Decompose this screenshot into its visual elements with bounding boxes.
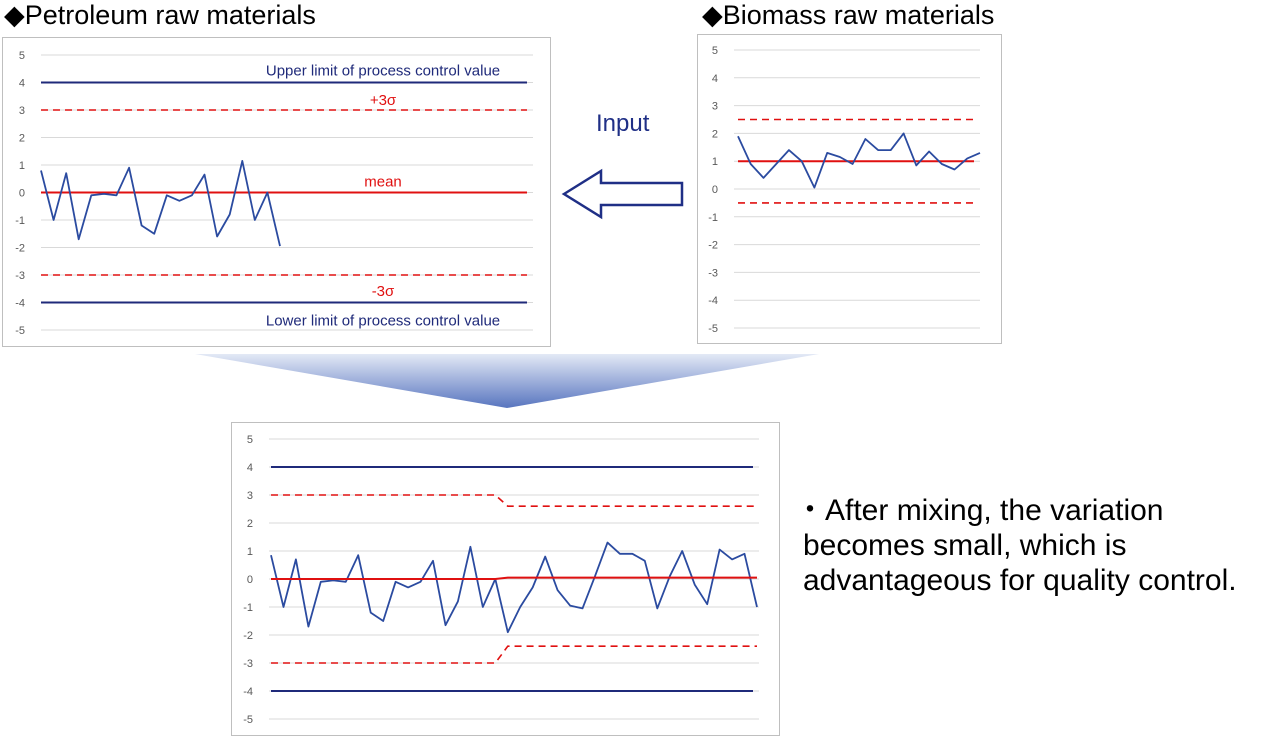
- y-tick-label: -5: [15, 325, 25, 337]
- y-tick-label: 4: [247, 462, 253, 474]
- note-line-2: becomes small, which is: [803, 529, 1127, 562]
- petroleum-control-chart: 5 4 3 2 1 0 -1 -2 -3 -4 -5 Upper limit of process c…: [15, 50, 533, 337]
- biomass-control-chart: 5 4 3 2 1 0 -1 -2 -3 -4 -5: [708, 45, 981, 335]
- y-tick-label: 2: [712, 128, 718, 140]
- y-tick-label: 1: [247, 546, 253, 558]
- data-series-line: [270, 541, 758, 634]
- minus-3-sigma-label: -3σ: [372, 283, 395, 300]
- y-tick-label: 5: [712, 45, 718, 57]
- y-tick-label: -1: [708, 212, 718, 224]
- data-series-line: [40, 160, 281, 247]
- y-tick-label: 2: [19, 133, 25, 145]
- y-tick-label: -3: [243, 658, 253, 670]
- input-arrow-icon: [561, 168, 684, 220]
- mixing-funnel-shape: [195, 354, 819, 408]
- conclusion-note: ・After mixing, the variation becomes sma…: [795, 493, 1237, 598]
- y-tick-label: -1: [243, 602, 253, 614]
- petroleum-heading: ◆Petroleum raw materials: [4, 0, 316, 30]
- y-tick-label: -4: [243, 686, 253, 698]
- y-tick-label: -4: [708, 295, 718, 307]
- y-tick-label: 2: [247, 518, 253, 530]
- minus-3-sigma-line: [271, 645, 757, 664]
- biomass-chart-panel: 5 4 3 2 1 0 -1 -2 -3 -4 -5: [697, 34, 1002, 344]
- y-tick-label: 3: [712, 101, 718, 113]
- plus-3-sigma-line: [271, 494, 757, 507]
- y-tick-label: -2: [243, 630, 253, 642]
- upper-limit-label: Upper limit of process control value: [266, 63, 500, 80]
- y-tick-label: 5: [19, 50, 25, 62]
- mean-line: [271, 576, 757, 580]
- y-tick-label: 3: [247, 490, 253, 502]
- y-tick-label: 0: [19, 188, 25, 200]
- mixed-chart-panel: 5 4 3 2 1 0 -1 -2 -3 -4 -5: [231, 422, 780, 736]
- mean-label: mean: [364, 174, 402, 191]
- y-tick-label: -5: [243, 714, 253, 726]
- note-line-3: advantageous for quality control.: [803, 564, 1237, 597]
- lower-limit-label: Lower limit of process control value: [266, 313, 500, 330]
- mixed-control-chart: 5 4 3 2 1 0 -1 -2 -3 -4 -5: [243, 434, 759, 726]
- y-tick-label: 1: [19, 160, 25, 172]
- data-series-line: [737, 132, 981, 189]
- plus-3-sigma-label: +3σ: [370, 92, 397, 109]
- y-tick-label: 1: [712, 156, 718, 168]
- petroleum-chart-panel: 5 4 3 2 1 0 -1 -2 -3 -4 -5 Upper limit of process c…: [2, 37, 551, 347]
- note-line-1: ・After mixing, the variation: [795, 494, 1164, 527]
- y-tick-label: -5: [708, 323, 718, 335]
- y-tick-label: -2: [15, 243, 25, 255]
- y-tick-label: -3: [708, 267, 718, 279]
- y-tick-label: 5: [247, 434, 253, 446]
- y-tick-label: -4: [15, 298, 25, 310]
- y-tick-label: 4: [712, 73, 718, 85]
- y-tick-label: -2: [708, 240, 718, 252]
- input-label: Input: [596, 110, 650, 137]
- y-tick-label: -3: [15, 270, 25, 282]
- biomass-heading: ◆Biomass raw materials: [702, 0, 995, 30]
- y-tick-label: 0: [247, 574, 253, 586]
- y-tick-label: 3: [19, 105, 25, 117]
- y-tick-label: -1: [15, 215, 25, 227]
- y-tick-label: 0: [712, 184, 718, 196]
- y-tick-label: 4: [19, 78, 25, 90]
